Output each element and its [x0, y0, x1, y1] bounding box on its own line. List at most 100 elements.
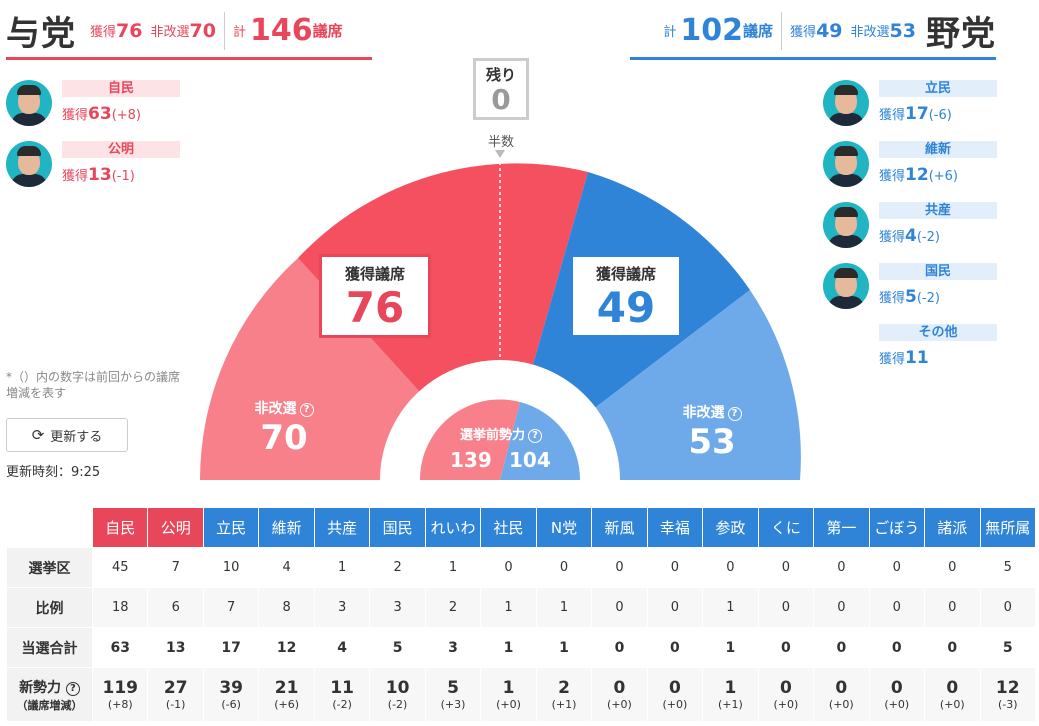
party-column-header: 無所属	[979, 507, 1036, 548]
opposition-won-label: 獲得	[790, 25, 817, 40]
strength-cell: 39 (-6)	[202, 667, 260, 722]
help-icon[interactable]: ?	[727, 407, 742, 421]
strength-diff: (+0)	[939, 698, 965, 711]
table-cell: 0	[868, 587, 926, 628]
party-stat: 獲得4(-2)	[879, 226, 940, 246]
table-header-row: 自民 公明 立民 維新 共産 国民 れいわ 社民 N党 新風 幸福 参政 くに 第一 ごぼう 諸派 無所属	[6, 507, 1036, 548]
table-cell: 0	[591, 627, 648, 668]
header-divider	[223, 11, 225, 50]
table-cell: 1	[480, 587, 537, 628]
refresh-label: 更新する	[50, 429, 103, 445]
strength-value: 39	[219, 678, 243, 698]
help-icon[interactable]: ?	[528, 429, 542, 443]
diff-note: *（）内の数字は前回からの議席増減を表す	[6, 370, 181, 400]
strength-value: 0	[613, 678, 626, 698]
strength-value: 0	[779, 678, 792, 698]
strength-value: 0	[835, 678, 848, 698]
party-card-kokumin: 国民 獲得5(-2)	[823, 261, 1003, 317]
table-cell: 5	[979, 547, 1036, 588]
party-column-header: N党	[535, 507, 593, 548]
party-card-others: その他 獲得11	[823, 322, 1003, 378]
table-cell: 0	[924, 627, 981, 668]
majority-marker	[495, 150, 505, 158]
remaining-box: 残り 0	[473, 58, 529, 120]
strength-diff: (-3)	[997, 698, 1018, 711]
party-won-value: 11	[905, 348, 929, 368]
strength-value: 119	[102, 678, 138, 698]
party-won-value: 63	[88, 104, 112, 124]
help-icon[interactable]: ?	[65, 681, 80, 696]
table-cell: 45	[91, 547, 149, 588]
strength-diff: (+6)	[274, 698, 300, 711]
strength-cell: 21 (+6)	[258, 667, 315, 722]
table-cell: 1	[702, 627, 759, 668]
unelected-text: 非改選	[682, 405, 725, 421]
party-column-header: ごぼう	[868, 507, 926, 548]
party-won-label: 獲得	[62, 169, 89, 184]
table-row-strength: 新勢力 ? （議席増減） 119 (+8) 27 (-1) 39 (-6) 21 (+6) 11 (-…	[6, 667, 1036, 722]
party-stat: 獲得11	[879, 348, 929, 368]
table-cell: 0	[535, 547, 593, 588]
pre-ruling-value: 139	[450, 448, 492, 472]
table-cell: 0	[757, 627, 815, 668]
row-label: 当選合計	[6, 627, 93, 668]
party-stat: 獲得17(-6)	[879, 104, 952, 124]
strength-cell: 119 (+8)	[91, 667, 149, 722]
ruling-title: 与党	[6, 14, 76, 54]
table-cell: 10	[202, 547, 260, 588]
strength-value: 5	[447, 678, 459, 698]
refresh-button[interactable]: ⟳ 更新する	[6, 418, 128, 452]
ruling-unelected-label: 非改選? 70	[232, 398, 336, 458]
table-cell: 5	[369, 627, 426, 668]
avatar	[823, 141, 869, 187]
strength-diff: (+0)	[662, 698, 688, 711]
table-cell: 4	[313, 627, 371, 668]
ruling-seats-suffix: 議席	[312, 22, 343, 40]
strength-value: 0	[890, 678, 903, 698]
table-cell: 0	[591, 547, 648, 588]
strength-diff: (+0)	[607, 698, 632, 711]
table-cell: 7	[147, 547, 204, 588]
opposition-header: 計 102 議席 獲得 49 非改選 53 野党	[630, 4, 996, 60]
table-cell: 1	[535, 627, 593, 668]
party-won-value: 12	[905, 165, 929, 185]
party-diff: (-2)	[916, 291, 940, 306]
ruling-won-value: 76	[116, 19, 143, 42]
table-cell: 18	[91, 587, 149, 628]
party-won-value: 5	[905, 287, 917, 307]
table-cell: 0	[646, 627, 704, 668]
table-cell: 1	[480, 627, 537, 668]
strength-cell: 0 (+0)	[868, 667, 926, 722]
help-icon[interactable]: ?	[299, 403, 314, 417]
party-name: 自民	[62, 80, 180, 97]
opposition-seats-suffix: 議席	[743, 22, 774, 40]
party-diff: (-1)	[111, 169, 135, 184]
table-cell: 0	[813, 627, 870, 668]
table-cell: 0	[813, 587, 870, 628]
opposition-title: 野党	[926, 14, 996, 54]
party-column-header: 公明	[147, 507, 204, 548]
table-cell: 0	[924, 587, 981, 628]
results-table: 自民 公明 立民 維新 共産 国民 れいわ 社民 N党 新風 幸福 参政 くに 第一 ごぼう 諸派 無所属 選挙…	[6, 507, 1036, 722]
opposition-unelected-value: 53	[688, 422, 736, 462]
table-cell: 2	[369, 547, 426, 588]
strength-cell: 27 (-1)	[147, 667, 204, 722]
party-won-value: 4	[905, 226, 917, 246]
table-row: 選挙区 45 7 10 4 1 2 1 0 0 0 0 0 0 0 0 0 5	[6, 547, 1036, 588]
table-row: 比例 18 6 7 8 3 3 2 1 1 0 0 1 0 0 0 0 0	[6, 587, 1036, 628]
strength-value: 2	[558, 678, 570, 698]
remaining-value: 0	[491, 83, 511, 116]
strength-cell: 5 (+3)	[424, 667, 482, 722]
strength-value: 11	[330, 678, 354, 698]
header-divider	[781, 11, 783, 50]
table-cell: 0	[702, 547, 759, 588]
strength-value: 1	[724, 678, 737, 698]
party-diff: (+8)	[111, 108, 141, 123]
table-cell: 13	[147, 627, 204, 668]
table-cell: 3	[369, 587, 426, 628]
table-cell: 0	[591, 587, 648, 628]
strength-cell: 0 (+0)	[924, 667, 981, 722]
strength-sub-label: （議席増減）	[16, 698, 83, 712]
strength-diff: (+1)	[717, 698, 743, 711]
strength-cell: 1 (+0)	[480, 667, 537, 722]
